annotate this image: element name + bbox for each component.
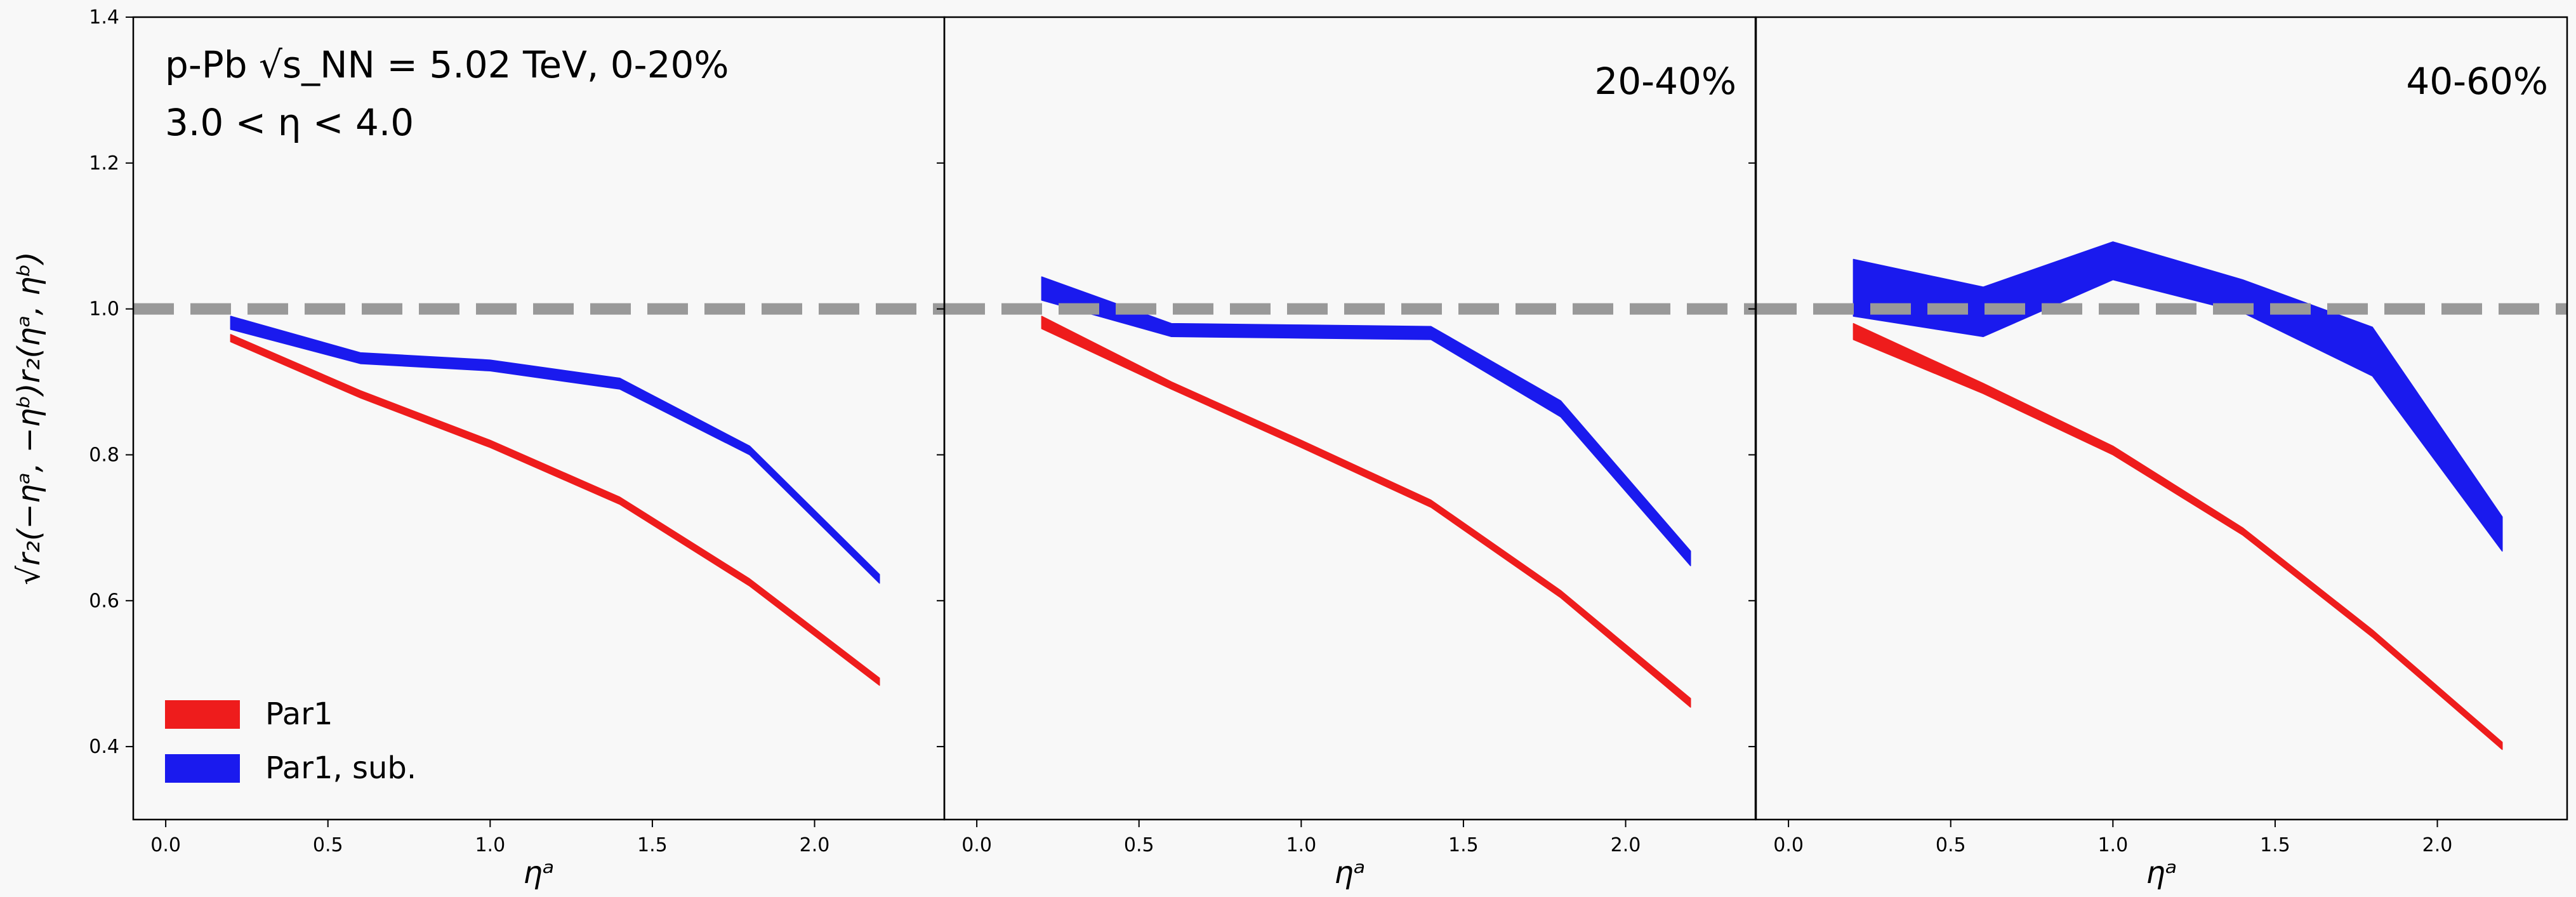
band-par1-sub-panel-2: [1041, 276, 1691, 566]
x-tick-label: 0.0: [961, 834, 992, 856]
y-tick-label: 0.8: [89, 444, 119, 466]
panel-annotation: 20-40%: [1594, 60, 1736, 103]
y-tick-label: 0.6: [89, 590, 119, 612]
panel-annotation: 40-60%: [2406, 60, 2548, 103]
band-par1-panel-2: [1041, 316, 1691, 708]
legend-swatch: [165, 700, 240, 729]
band-par1-panel-3: [1853, 322, 2503, 750]
x-tick-label: 2.0: [800, 834, 830, 856]
x-tick-label: 0.0: [1773, 834, 1804, 856]
y-axis-label: √r₂(−ηᵃ, −ηᵇ)r₂(ηᵃ, ηᵇ): [11, 251, 47, 585]
x-tick-label: 2.0: [2422, 834, 2453, 856]
x-tick-label: 1.0: [475, 834, 505, 856]
x-tick-label: 2.0: [1611, 834, 1641, 856]
legend-label: Par1, sub.: [265, 750, 416, 786]
y-tick-label: 0.4: [89, 736, 119, 758]
x-axis-label: ηᵃ: [2146, 855, 2177, 891]
x-tick-label: 0.0: [150, 834, 181, 856]
panel-background-1: [133, 17, 944, 820]
x-tick-label: 1.0: [2097, 834, 2128, 856]
x-axis-label: ηᵃ: [523, 855, 554, 891]
x-tick-label: 1.5: [2260, 834, 2290, 856]
x-tick-label: 1.5: [637, 834, 668, 856]
x-axis-label: ηᵃ: [1334, 855, 1365, 891]
y-tick-label: 1.2: [89, 152, 119, 175]
x-tick-label: 0.5: [1124, 834, 1154, 856]
panel-background-2: [944, 17, 1755, 820]
legend-label: Par1: [265, 696, 333, 732]
x-tick-label: 1.0: [1286, 834, 1316, 856]
panel-annotation-line: p-Pb √s_NN = 5.02 TeV, 0-20%: [165, 43, 729, 86]
x-tick-label: 0.5: [1936, 834, 1966, 856]
legend-swatch: [165, 754, 240, 783]
y-tick-label: 1.0: [89, 298, 119, 321]
x-tick-label: 1.5: [1448, 834, 1479, 856]
panel-frame-3: [1755, 16, 2568, 821]
panel-annotation-line: 3.0 < η < 4.0: [165, 101, 414, 144]
y-tick-label: 1.4: [89, 6, 119, 29]
x-tick-label: 0.5: [313, 834, 343, 856]
band-par1-panel-1: [230, 334, 880, 686]
band-par1-sub-panel-3: [1853, 241, 2503, 552]
band-par1-sub-panel-1: [230, 316, 880, 584]
